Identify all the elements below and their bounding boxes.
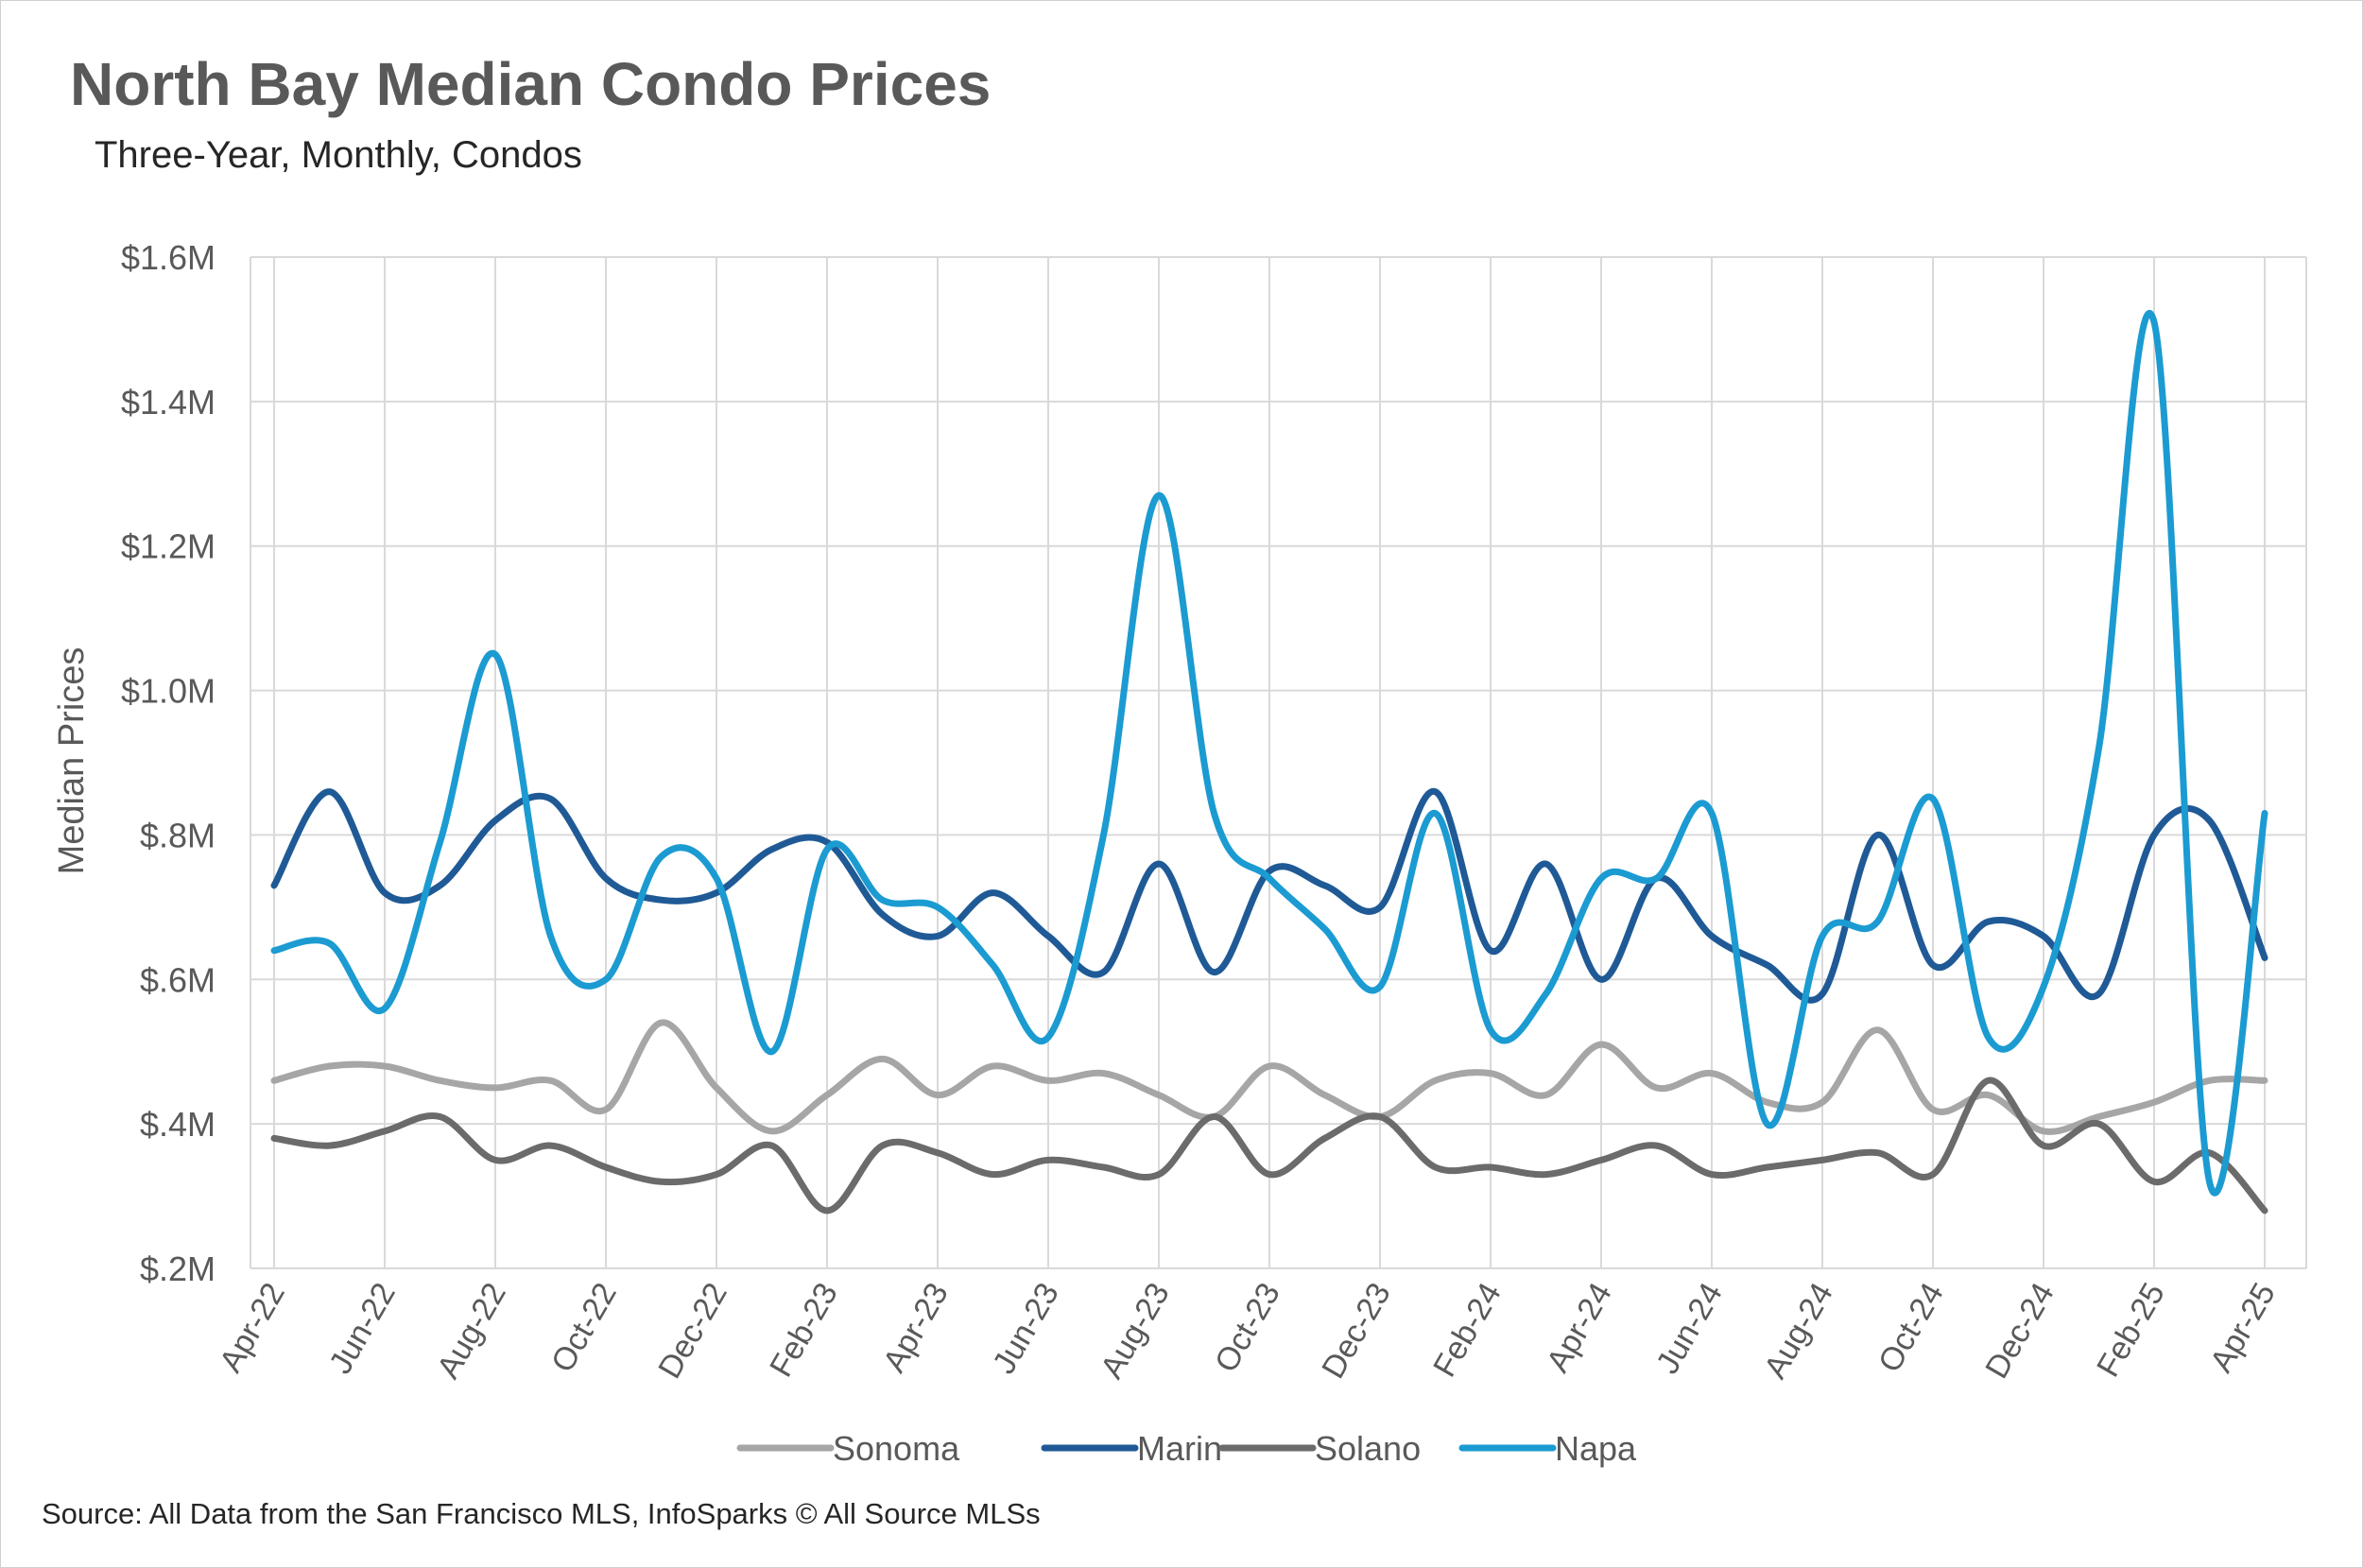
series-line-marin <box>270 788 2268 1004</box>
x-tick-label: Oct-22 <box>544 1277 624 1378</box>
x-tick-label: Feb-23 <box>763 1277 845 1383</box>
x-tick-label: Jun-24 <box>1649 1277 1730 1380</box>
horizontal-gridlines <box>250 256 2306 1269</box>
legend: Sonoma Marin Solano Napa <box>736 1429 1637 1468</box>
x-tick-label: Aug-24 <box>1757 1277 1840 1385</box>
x-tick-label: Feb-25 <box>2090 1277 2172 1383</box>
y-tick-label: $1.6M <box>121 238 216 277</box>
legend-label-sonoma: Sonoma <box>833 1429 960 1468</box>
x-tick-label: Jun-22 <box>322 1277 403 1380</box>
y-tick-label: $1.2M <box>121 527 216 566</box>
series-line-napa <box>270 309 2268 1197</box>
y-axis-tick-labels: $.2M $.4M $.6M $.8M $1.0M $1.2M $1.4M $1.6M <box>121 238 216 1288</box>
y-tick-label: $.8M <box>140 816 216 854</box>
vertical-gridlines <box>250 257 2307 1268</box>
x-tick-label: Dec-24 <box>1978 1277 2061 1385</box>
x-tick-label: Feb-24 <box>1426 1277 1509 1383</box>
chart-title: North Bay Median Condo Prices <box>70 50 992 118</box>
y-tick-label: $.4M <box>140 1105 216 1144</box>
x-tick-label: Apr-25 <box>2203 1277 2283 1378</box>
y-tick-label: $1.4M <box>121 383 216 422</box>
x-tick-label: Oct-24 <box>1871 1277 1951 1378</box>
x-tick-label: Aug-23 <box>1094 1277 1177 1385</box>
y-tick-label: $.2M <box>140 1249 216 1288</box>
x-axis-tick-labels: Apr-22 Jun-22 Aug-22 Oct-22 Dec-22 Feb-23 Apr-… <box>213 1277 2283 1385</box>
x-tick-label: Aug-22 <box>430 1277 513 1385</box>
legend-label-marin: Marin <box>1137 1429 1222 1468</box>
source-note: Source: All Data from the San Francisco … <box>42 1497 1041 1530</box>
y-tick-label: $1.0M <box>121 672 216 711</box>
x-tick-label: Dec-22 <box>651 1277 734 1385</box>
x-tick-label: Apr-23 <box>876 1277 956 1378</box>
series-line-solano <box>270 1077 2268 1215</box>
x-tick-label: Oct-23 <box>1208 1277 1287 1378</box>
x-tick-label: Jun-23 <box>986 1277 1066 1380</box>
chart-subtitle: Three-Year, Monthly, Condos <box>95 134 582 176</box>
series-lines <box>270 309 2268 1215</box>
y-tick-label: $.6M <box>140 960 216 999</box>
series-line-sonoma <box>270 1019 2268 1135</box>
x-tick-label: Apr-22 <box>213 1277 292 1378</box>
legend-label-solano: Solano <box>1315 1429 1421 1468</box>
legend-label-napa: Napa <box>1555 1429 1637 1468</box>
x-tick-label: Apr-24 <box>1540 1277 1619 1378</box>
y-axis-label: Median Prices <box>52 647 92 875</box>
x-tick-label: Dec-23 <box>1315 1277 1398 1385</box>
